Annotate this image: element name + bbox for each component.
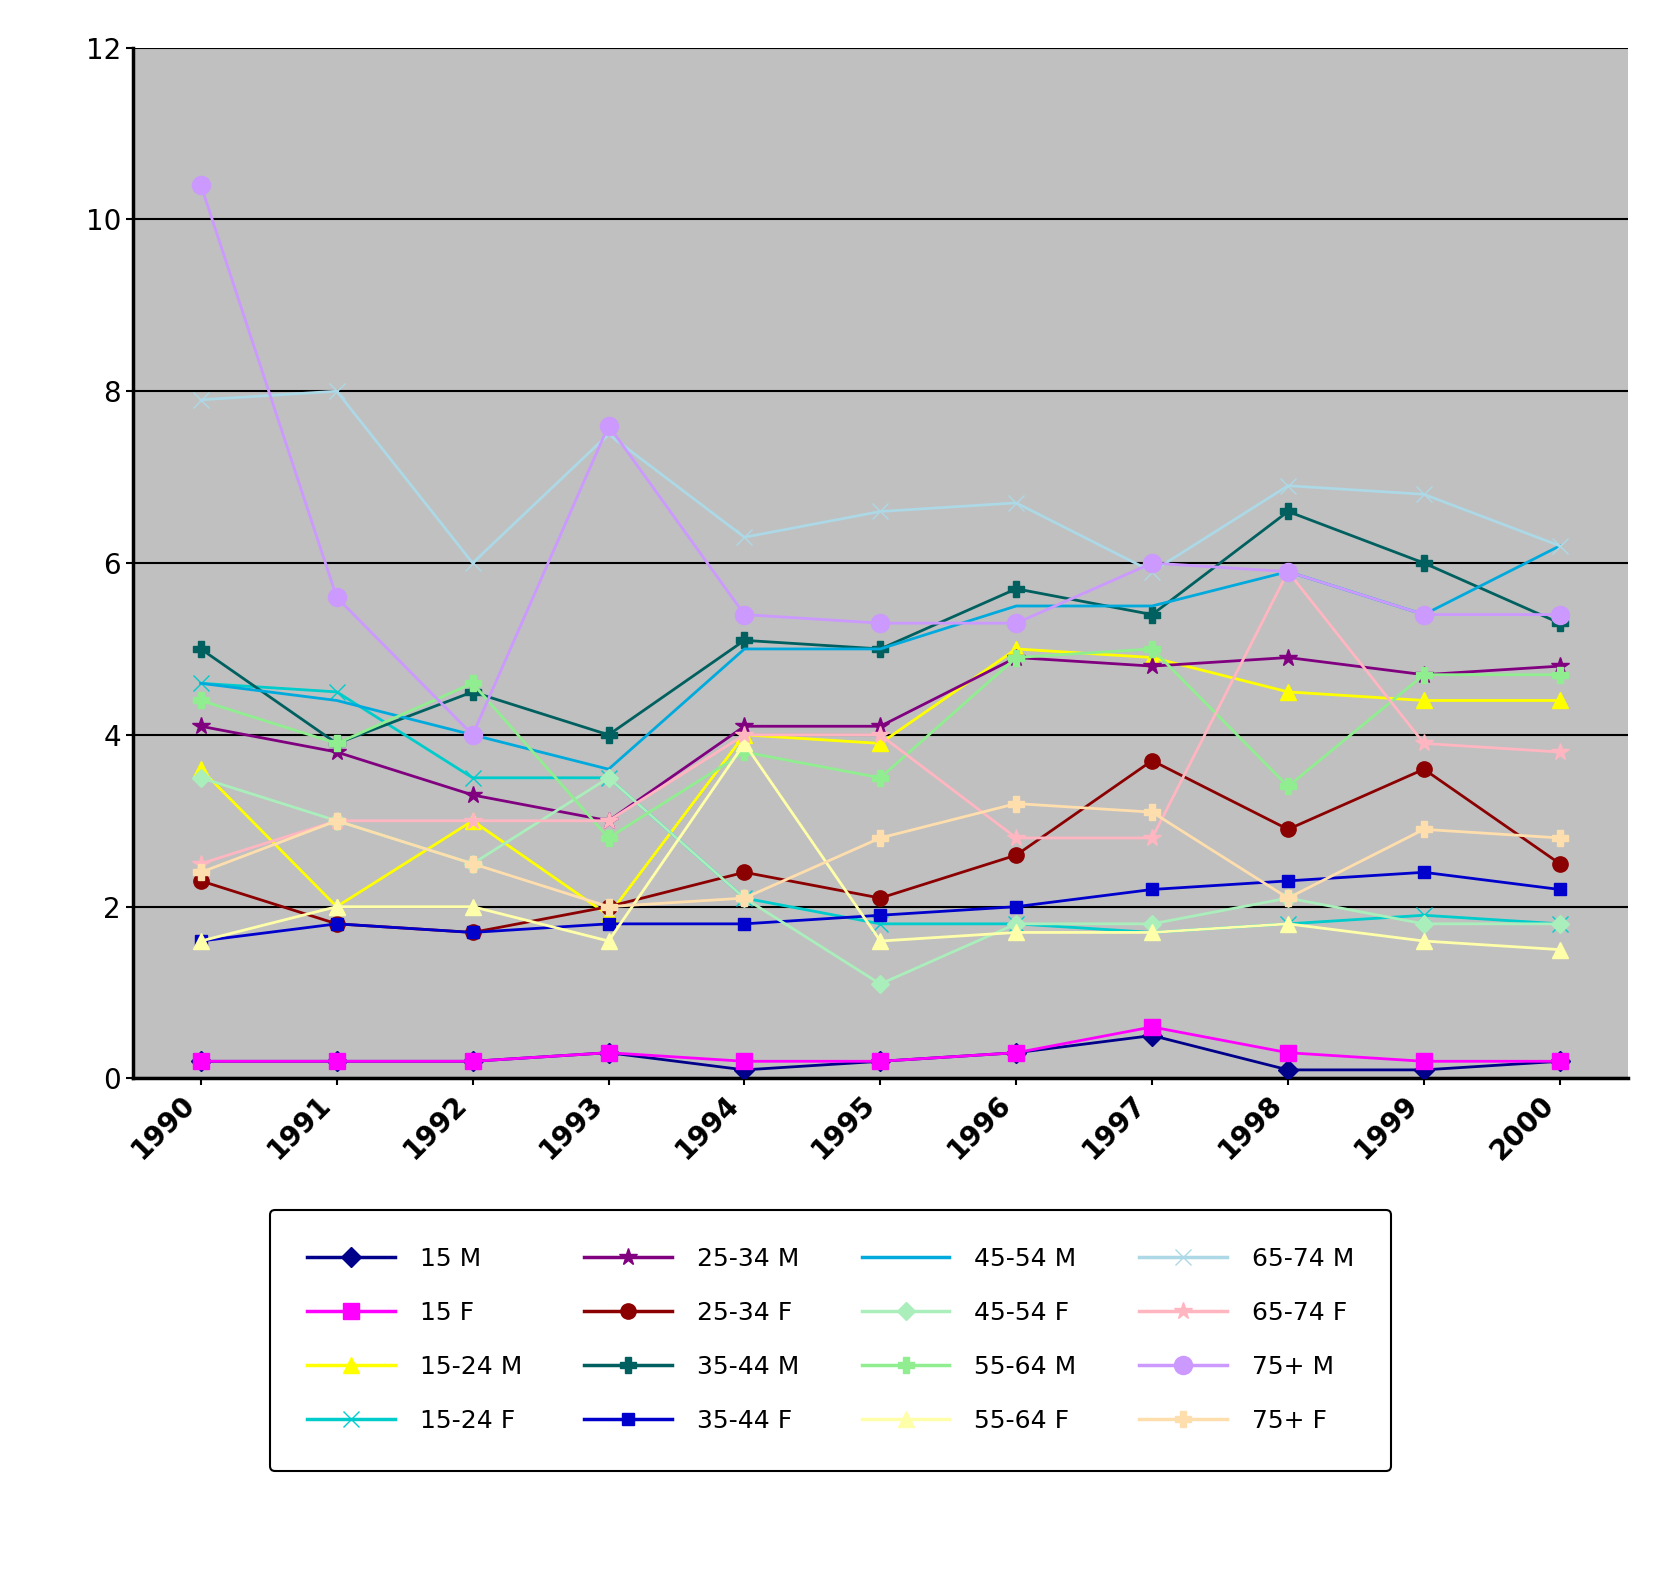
Legend: 15 M, 15 F, 15-24 M, 15-24 F, 25-34 M, 25-34 F, 35-44 M, 35-44 F, 45-54 M, 45-54: 15 M, 15 F, 15-24 M, 15-24 F, 25-34 M, 2…	[269, 1210, 1392, 1470]
